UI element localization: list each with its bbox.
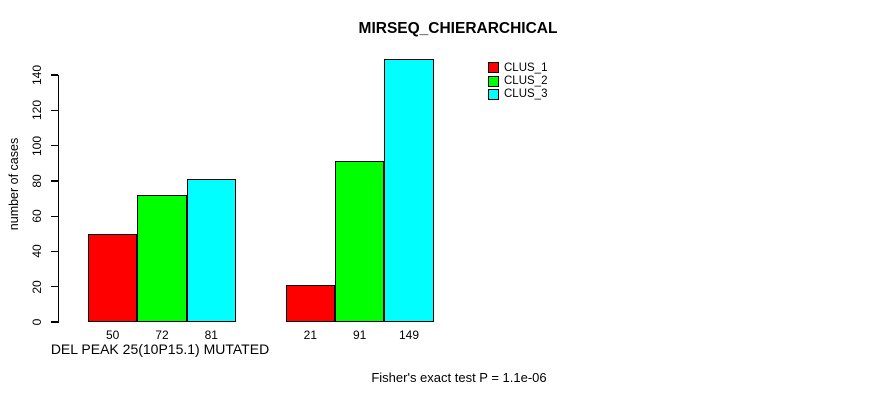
x-tick-label: 50 bbox=[105, 328, 120, 342]
y-tick-mark bbox=[51, 144, 58, 147]
y-axis-label: number of cases bbox=[7, 137, 21, 231]
y-axis-line bbox=[58, 75, 60, 323]
x-axis-label: DEL PEAK 25(10P15.1) MUTATED bbox=[50, 341, 270, 357]
legend-item-label: CLUS_2 bbox=[504, 75, 548, 88]
y-tick-mark bbox=[51, 250, 58, 253]
legend-item: CLUS_2 bbox=[488, 74, 547, 87]
bar-clus_2-group1 bbox=[137, 194, 187, 322]
legend: CLUS_1 CLUS_2 CLUS_3 bbox=[488, 61, 547, 101]
legend-swatch-clus_2 bbox=[488, 75, 499, 87]
bar-clus_1-group2 bbox=[285, 284, 336, 322]
bar-clus_3-group2 bbox=[384, 59, 434, 322]
legend-item: CLUS_3 bbox=[488, 88, 547, 101]
legend-swatch-clus_3 bbox=[488, 88, 499, 100]
legend-item: CLUS_1 bbox=[488, 61, 547, 74]
y-tick-mark bbox=[51, 286, 58, 288]
chart-title: MIRSEQ_CHIERARCHICAL bbox=[358, 20, 558, 37]
y-tick-mark bbox=[51, 321, 58, 323]
bar-clus_2-group2 bbox=[335, 161, 385, 322]
y-tick-mark bbox=[51, 215, 58, 217]
x-tick-label: 21 bbox=[303, 328, 318, 342]
y-tick-mark bbox=[51, 109, 58, 111]
y-tick-label: 120 bbox=[30, 100, 44, 121]
stat-annotation: Fisher's exact test P = 1.1e-06 bbox=[371, 370, 547, 385]
legend-swatch-clus_1 bbox=[488, 62, 499, 74]
bar-clus_1-group1 bbox=[88, 233, 138, 322]
bar-clus_3-group1 bbox=[186, 179, 236, 322]
y-tick-mark bbox=[51, 74, 58, 76]
legend-item-label: CLUS_3 bbox=[504, 88, 548, 101]
y-tick-label: 60 bbox=[30, 209, 44, 223]
x-tick-label: 72 bbox=[155, 328, 169, 342]
y-tick-label: 140 bbox=[30, 64, 44, 86]
y-tick-label: 40 bbox=[30, 244, 44, 259]
y-tick-label: 100 bbox=[30, 135, 44, 156]
legend-item-label: CLUS_1 bbox=[504, 61, 548, 74]
x-tick-label: 91 bbox=[353, 328, 367, 342]
y-tick-label: 0 bbox=[30, 318, 44, 326]
y-tick-label: 80 bbox=[30, 174, 44, 188]
y-tick-mark bbox=[51, 180, 58, 182]
x-tick-label: 81 bbox=[204, 328, 218, 342]
y-tick-label: 20 bbox=[30, 280, 44, 294]
x-tick-label: 149 bbox=[399, 328, 420, 342]
